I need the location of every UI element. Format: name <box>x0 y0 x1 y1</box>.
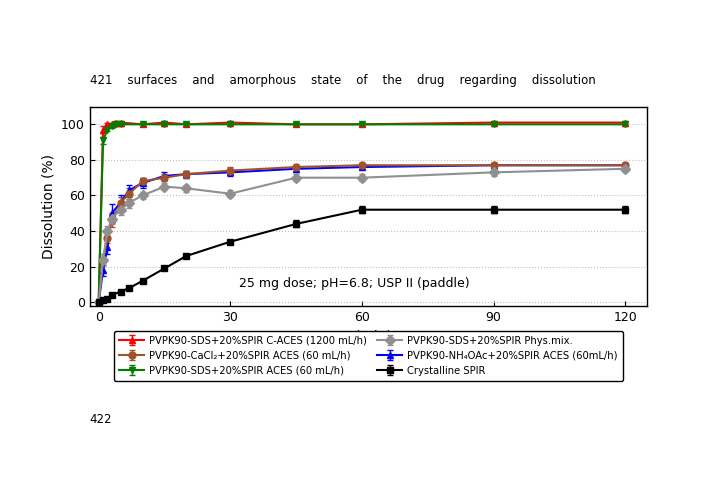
Legend: PVPK90-SDS+20%SPIR C-ACES (1200 mL/h), PVPK90-CaCl₂+20%SPIR ACES (60 mL/h), PVPK: PVPK90-SDS+20%SPIR C-ACES (1200 mL/h), P… <box>114 330 623 381</box>
Text: 25 mg dose; pH=6.8; USP II (paddle): 25 mg dose; pH=6.8; USP II (paddle) <box>239 277 470 290</box>
X-axis label: t (min): t (min) <box>345 329 392 343</box>
Y-axis label: Dissolution (%): Dissolution (%) <box>42 154 55 259</box>
Text: 421    surfaces    and    amorphous    state    of    the    drug    regarding  : 421 surfaces and amorphous state of the … <box>90 74 595 87</box>
Text: 422: 422 <box>90 413 112 427</box>
